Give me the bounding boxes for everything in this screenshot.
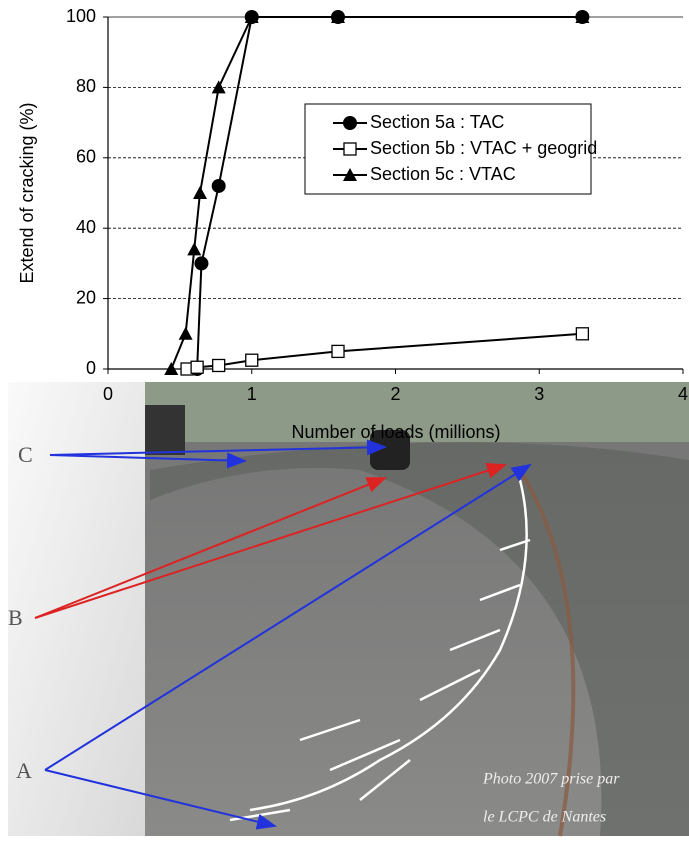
data-point	[212, 358, 226, 373]
data-point	[575, 10, 590, 23]
photo-label: B	[8, 605, 23, 630]
data-point	[331, 344, 345, 359]
photo-panel: C B A Photo 2007 prise par le LCPC de Na…	[8, 382, 689, 837]
photo-background	[145, 382, 689, 442]
x-tick-label: 0	[103, 384, 113, 404]
y-tick-label: 20	[76, 287, 96, 307]
data-point	[190, 360, 204, 374]
y-tick-label: 60	[76, 147, 96, 167]
legend-label: Section 5b : VTAC + geogrid	[370, 138, 597, 158]
x-axis-label: Number of loads (millions)	[291, 422, 500, 442]
y-tick-label: 100	[66, 6, 96, 26]
data-point	[194, 256, 209, 271]
arrow	[44, 463, 532, 771]
cracks	[229, 479, 531, 822]
x-tick-label: 4	[678, 384, 688, 404]
legend-marker	[343, 142, 357, 156]
x-tick-label: 2	[390, 384, 400, 404]
arrow	[49, 439, 387, 456]
legend-marker	[343, 116, 357, 130]
legend-label: Section 5c : VTAC	[370, 164, 516, 184]
data-point	[575, 327, 590, 341]
y-tick-label: 40	[76, 217, 96, 237]
data-point	[211, 80, 226, 94]
x-tick-label: 1	[247, 384, 257, 404]
data-point	[178, 326, 193, 340]
y-tick-label: 0	[86, 358, 96, 378]
photo-caption: le LCPC de Nantes	[483, 809, 606, 826]
y-tick-label: 80	[76, 76, 96, 96]
data-point	[244, 10, 259, 23]
y-axis-label: Extend of cracking (%)	[17, 102, 37, 283]
data-point	[187, 242, 202, 256]
photo-label: A	[16, 758, 32, 783]
legend-marker	[343, 168, 357, 181]
data-point	[193, 186, 207, 199]
legend-label: Section 5a : TAC	[370, 112, 504, 132]
road-mark	[518, 468, 576, 837]
data-point	[211, 178, 226, 193]
data-point	[164, 362, 179, 375]
data-point	[245, 353, 259, 367]
vehicle	[145, 405, 185, 455]
data-point	[331, 10, 345, 23]
x-tick-label: 3	[534, 384, 544, 404]
arrow	[44, 769, 277, 830]
arrow	[34, 477, 387, 619]
arrow	[49, 452, 247, 469]
series-line	[170, 16, 583, 370]
photo-label: C	[18, 442, 33, 467]
arrow	[34, 462, 507, 619]
photo-caption: Photo 2007 prise par	[482, 771, 620, 788]
